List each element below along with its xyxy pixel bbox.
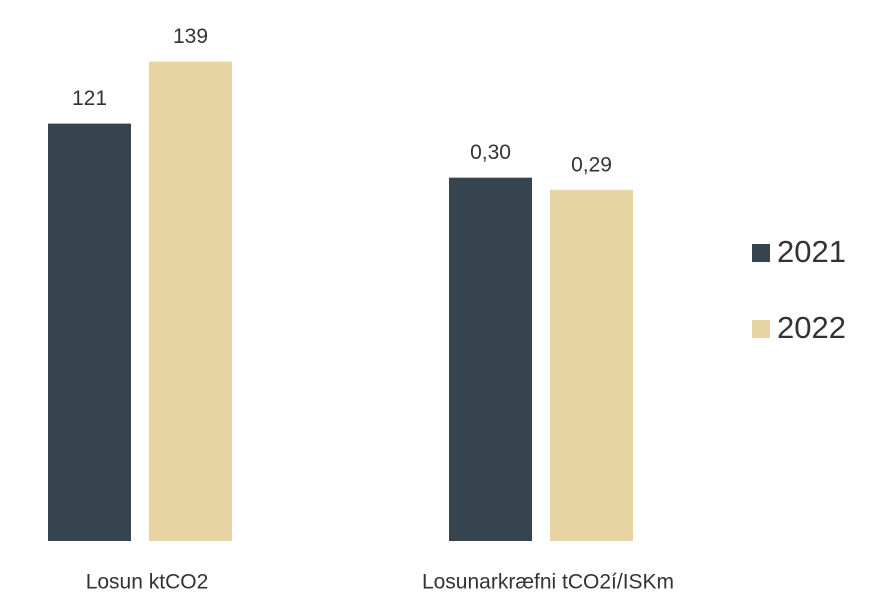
- x-tick-label: Losun ktCO2: [86, 571, 209, 594]
- x-tick-label: Losunarkræfni tCO2í/ISKm: [422, 571, 674, 594]
- data-label: 0,29: [571, 153, 612, 176]
- data-label: 0,30: [470, 141, 511, 164]
- bar: [550, 189, 633, 541]
- legend-label: 2022: [777, 310, 846, 345]
- data-label: 139: [173, 25, 208, 48]
- bar: [149, 61, 232, 542]
- bar: [48, 123, 131, 541]
- legend-swatch: [752, 244, 770, 262]
- legend-swatch: [752, 320, 770, 338]
- bar: [449, 177, 532, 541]
- data-label: 121: [72, 87, 107, 110]
- legend-label: 2021: [777, 234, 846, 269]
